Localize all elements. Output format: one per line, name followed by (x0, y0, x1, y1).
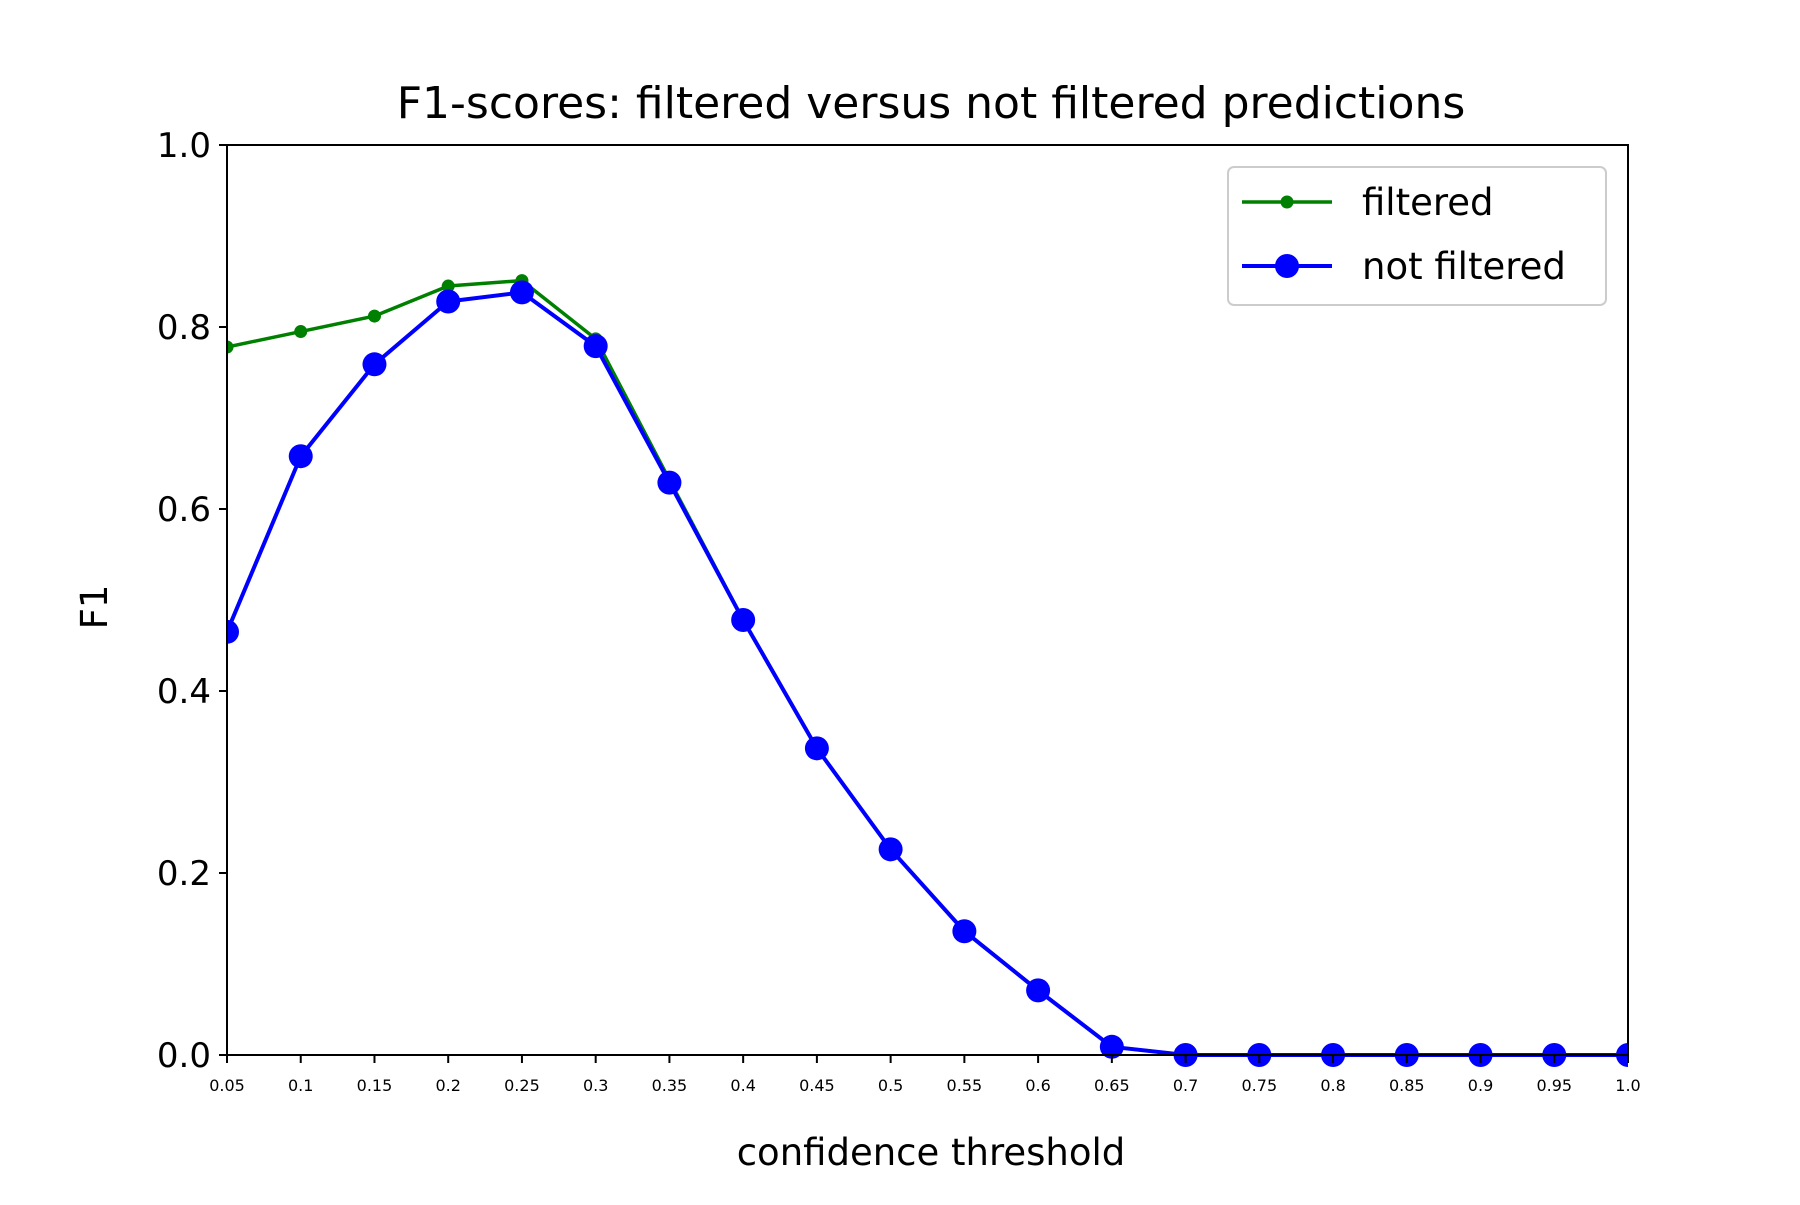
data-point-not-filtered (878, 837, 903, 862)
y-tick-label: 0.0 (157, 1036, 211, 1076)
data-point-not-filtered (509, 280, 534, 305)
x-tick-label: 0.65 (1094, 1076, 1130, 1095)
x-tick-label: 0.55 (947, 1076, 983, 1095)
data-point-not-filtered (288, 444, 313, 469)
legend-label: filtered (1362, 181, 1494, 224)
x-tick-label: 0.85 (1389, 1076, 1425, 1095)
x-tick-label: 0.9 (1468, 1076, 1493, 1095)
y-axis: 0.0 0.2 0.4 0.6 0.8 1.0 (157, 126, 227, 1076)
x-axis: 0.05 0.1 0.15 0.2 0.25 0.3 0.35 0.4 0.45 0.5 0.55 0… (209, 1055, 1641, 1095)
y-tick-label: 0.2 (157, 854, 211, 894)
x-tick-label: 0.3 (583, 1076, 608, 1095)
x-tick-label: 0.1 (288, 1076, 313, 1095)
x-tick-label: 1.0 (1615, 1076, 1640, 1095)
legend-swatch-marker (1275, 254, 1299, 278)
legend-entry-not-filtered: not filtered (1242, 245, 1566, 288)
x-tick-label: 0.45 (799, 1076, 835, 1095)
x-tick-label: 0.2 (435, 1076, 460, 1095)
x-tick-label: 0.25 (504, 1076, 540, 1095)
x-axis-label: confidence threshold (737, 1131, 1126, 1174)
data-point-not-filtered (583, 334, 608, 359)
legend-entry-filtered: filtered (1242, 181, 1494, 224)
data-point-filtered (227, 340, 234, 354)
data-point-filtered (294, 325, 308, 339)
x-tick-label: 0.8 (1320, 1076, 1345, 1095)
data-point-not-filtered (804, 736, 829, 761)
data-point-not-filtered (657, 470, 682, 495)
y-axis-label: F1 (73, 585, 116, 630)
x-tick-label: 0.15 (357, 1076, 393, 1095)
y-tick-label: 1.0 (157, 126, 211, 166)
data-point-not-filtered (1026, 978, 1051, 1003)
y-tick-label: 0.8 (157, 308, 211, 348)
data-point-filtered (367, 309, 381, 323)
data-point-not-filtered (731, 608, 756, 633)
x-tick-label: 0.75 (1242, 1076, 1278, 1095)
data-point-not-filtered (362, 352, 387, 377)
y-tick-label: 0.6 (157, 490, 211, 530)
axes-frame (226, 144, 1629, 1056)
data-point-not-filtered (1099, 1034, 1124, 1059)
x-tick-label: 0.5 (878, 1076, 903, 1095)
chart-title: F1-scores: filtered versus not filtered … (397, 78, 1466, 129)
x-tick-label: 0.4 (730, 1076, 755, 1095)
x-tick-label: 0.95 (1536, 1076, 1572, 1095)
legend-label: not filtered (1362, 245, 1566, 288)
data-point-not-filtered (952, 919, 977, 944)
data-point-not-filtered (436, 289, 461, 314)
legend: filtered not filtered (1227, 166, 1607, 306)
legend-swatch-marker (1280, 195, 1294, 209)
data-point-filtered (441, 279, 455, 293)
x-tick-label: 0.05 (209, 1076, 245, 1095)
y-tick-label: 0.4 (157, 672, 211, 712)
x-tick-label: 0.6 (1025, 1076, 1050, 1095)
data-point-not-filtered (227, 619, 239, 644)
x-tick-label: 0.7 (1173, 1076, 1198, 1095)
x-tick-label: 0.35 (652, 1076, 688, 1095)
